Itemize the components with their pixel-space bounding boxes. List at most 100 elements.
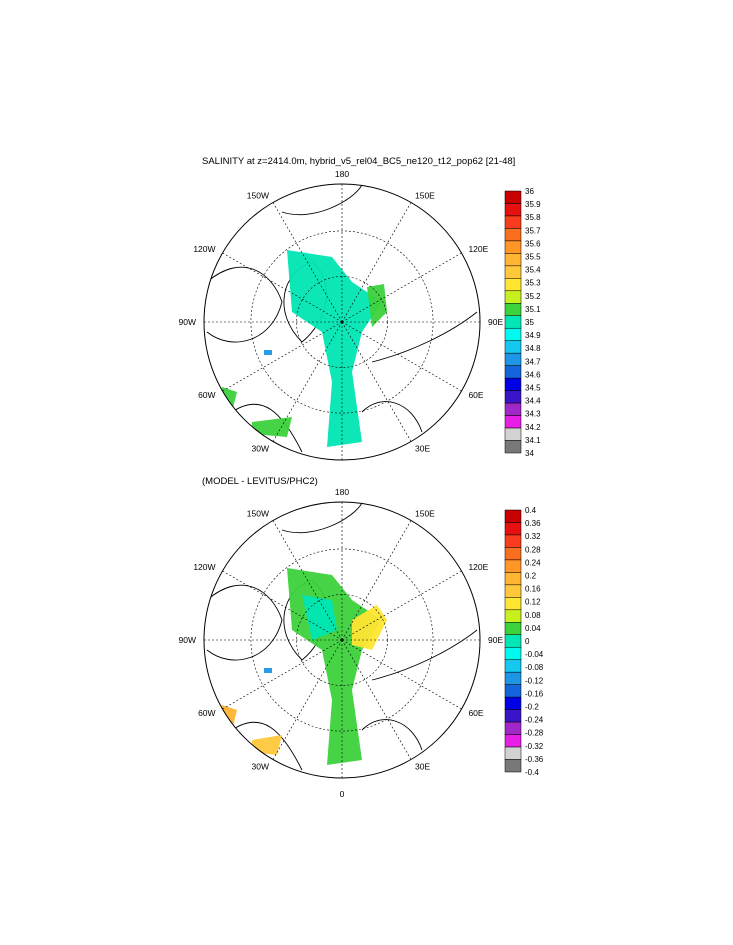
meridian-line — [341, 202, 412, 323]
colorbar-tick-label: 35.5 — [525, 253, 541, 262]
colorbar-swatch — [504, 659, 522, 673]
colorbar-tick-label: 0.32 — [525, 532, 541, 541]
colorbar-tick-label: 0.12 — [525, 598, 541, 607]
lon-label-top: 180 — [335, 169, 349, 179]
colorbar-swatch — [504, 522, 522, 536]
colorbar-tick-label: 35.7 — [525, 226, 541, 235]
meridian-line — [341, 252, 462, 323]
colorbar-tick-label: 0.08 — [525, 611, 541, 620]
lon-label-ul2: 120W — [193, 244, 215, 254]
map-boundary — [203, 501, 481, 779]
meridian-line — [222, 321, 343, 392]
lon-label-lr1: 60E — [468, 390, 483, 400]
colorbar-tick-label: 34.3 — [525, 410, 541, 419]
coastline-3 — [371, 629, 478, 681]
colorbar-tick-label: 36 — [525, 187, 534, 196]
coastline-5 — [281, 184, 363, 216]
coastline-2 — [206, 584, 283, 661]
colorbar-swatch — [504, 572, 522, 586]
colorbar-tick-label: -0.2 — [525, 703, 539, 712]
lon-label-bottom: 0 — [340, 789, 345, 799]
meridian-line — [341, 639, 462, 710]
data-patch-2 — [302, 595, 337, 640]
lon-label-ll2: 30W — [252, 761, 269, 771]
colorbar-tick-label: 34.5 — [525, 384, 541, 393]
colorbar-tick-label: 0.24 — [525, 558, 541, 567]
colorbar-swatch — [504, 534, 522, 548]
panel-1-title: SALINITY at z=2414.0m, hybrid_v5_rel04_B… — [202, 156, 516, 167]
parallel-circle — [296, 276, 388, 368]
colorbar-swatch — [504, 509, 522, 523]
lon-label-ur2: 120E — [468, 244, 488, 254]
colorbar-swatch — [504, 634, 522, 648]
colorbar-tick-label: -0.36 — [525, 755, 544, 764]
meridian-line — [341, 321, 412, 442]
colorbar-swatch — [504, 696, 522, 710]
lon-label-left: 90W — [179, 635, 196, 645]
meridian-line — [341, 570, 462, 641]
lon-label-ul2: 120W — [193, 562, 215, 572]
data-patch-3 — [352, 605, 387, 650]
lon-label-lr1: 60E — [468, 708, 483, 718]
coastline-5 — [281, 502, 363, 534]
colorbar-tick-label: 35.6 — [525, 239, 541, 248]
meridian-line — [222, 639, 343, 710]
colorbar-swatch — [504, 584, 522, 598]
lon-label-ll1: 60W — [198, 390, 215, 400]
colorbar-tick-label: -0.16 — [525, 689, 544, 698]
lon-label-right: 90E — [488, 317, 503, 327]
colorbar-tick-label: -0.32 — [525, 742, 544, 751]
colorbar-tick-label: -0.28 — [525, 729, 544, 738]
colorbar-swatch — [504, 622, 522, 636]
panel-2-title: (MODEL - LEVITUS/PHC2) — [202, 476, 318, 487]
lon-label-ul1: 150W — [247, 191, 269, 201]
meridian-line — [341, 639, 412, 760]
salinity-map-panel: 180090W90E150W120W150E120E60W30W60E30E36… — [179, 169, 541, 461]
colorbar-tick-label: 34.7 — [525, 357, 541, 366]
coastline-4 — [361, 401, 423, 433]
lon-label-ur1: 150E — [415, 509, 435, 519]
colorbar-tick-label: -0.12 — [525, 676, 544, 685]
meridian-line — [341, 321, 462, 392]
colorbar-swatch — [504, 671, 522, 685]
colorbar: 36 35.9 35.8 35.7 35.6 35.5 35.4 35.3 35.2 35.1 35… — [504, 187, 541, 458]
colorbar-tick-label: 34.4 — [525, 397, 541, 406]
colorbar-tick-label: -0.24 — [525, 716, 544, 725]
lon-label-ul1: 150W — [247, 509, 269, 519]
colorbar-tick-label: 34.8 — [525, 344, 541, 353]
colorbar-tick-label: -0.04 — [525, 650, 544, 659]
data-patch-5 — [252, 735, 282, 755]
coastline-3 — [371, 311, 478, 363]
lon-label-right: 90E — [488, 635, 503, 645]
lon-label-left: 90W — [179, 317, 196, 327]
lon-label-ll1: 60W — [198, 708, 215, 718]
map-boundary — [203, 183, 481, 461]
lon-label-lr2: 30E — [415, 443, 430, 453]
colorbar-tick-label: 35.4 — [525, 266, 541, 275]
data-patch-1 — [287, 568, 382, 765]
colorbar-swatch — [504, 759, 522, 773]
colorbar-tick-label: 0.4 — [525, 506, 537, 515]
colorbar-tick-label: 35.1 — [525, 305, 541, 314]
colorbar-swatch — [504, 684, 522, 698]
parallel-circle — [296, 594, 388, 686]
meridian-line — [272, 321, 343, 442]
colorbar-tick-label: 35.2 — [525, 292, 541, 301]
coastline-4 — [361, 719, 423, 751]
colorbar-tick-label: 34.2 — [525, 423, 541, 432]
colorbar-tick-label: -0.08 — [525, 663, 544, 672]
coastline-6 — [231, 403, 303, 453]
coastline-2 — [206, 266, 283, 343]
meridian-line — [341, 520, 412, 641]
colorbar-swatch — [504, 609, 522, 623]
colorbar-tick-label: 34.1 — [525, 436, 541, 445]
data-patch-6 — [264, 668, 272, 673]
parallel-circle — [250, 548, 434, 732]
meridian-line — [272, 520, 343, 641]
data-patch-1 — [287, 250, 382, 447]
data-patch-2 — [367, 284, 387, 327]
colorbar: 0.4 0.36 0.32 0.28 0.24 0.2 0.16 0.12 0.08 0.04 0 -… — [504, 506, 544, 777]
colorbar-swatch — [504, 440, 522, 454]
